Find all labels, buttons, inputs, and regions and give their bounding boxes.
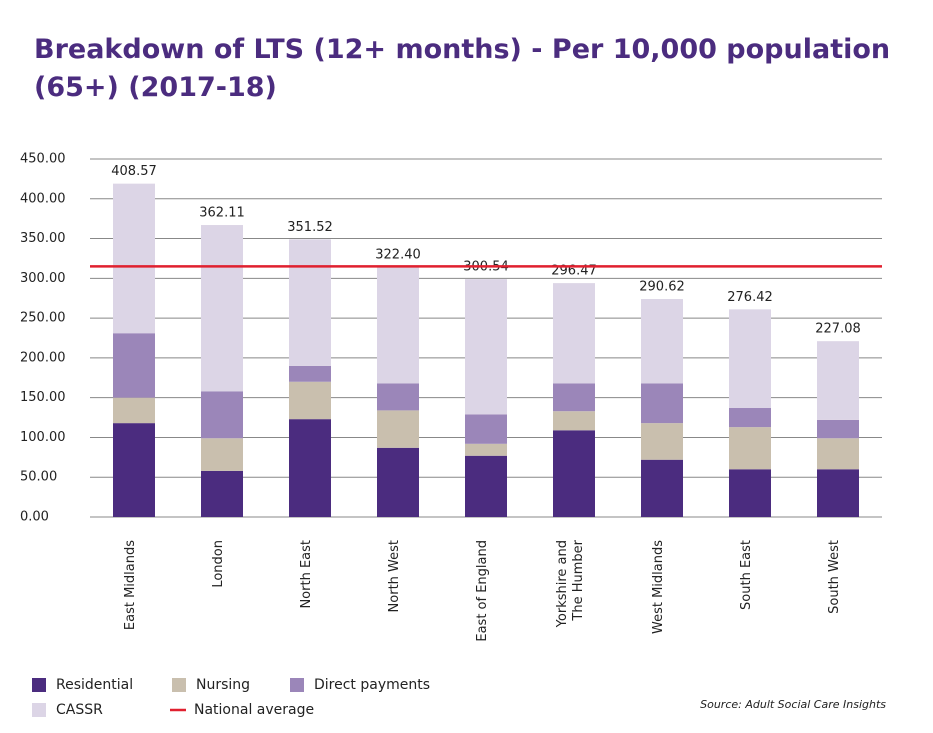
y-tick-label: 50.00 [20, 470, 57, 485]
bar-segment [377, 267, 419, 384]
bar-segment [641, 299, 683, 384]
y-tick-label: 100.00 [20, 430, 66, 445]
bar-segment [377, 447, 419, 517]
legend-swatch [290, 678, 304, 692]
bar-segment [465, 443, 507, 456]
bar-segment [113, 183, 155, 334]
bar-segment [113, 333, 155, 398]
bar-segment [113, 397, 155, 424]
chart-title: Breakdown of LTS (12+ months) - Per 10,0… [34, 34, 890, 103]
bar-segment [201, 470, 243, 517]
x-tick-label: London [211, 540, 226, 588]
bar-segment [729, 469, 771, 517]
bar-segment [553, 383, 595, 412]
x-tick-label: North East [299, 540, 314, 609]
bar-segment [465, 279, 507, 415]
x-tick-label: South East [739, 540, 754, 610]
legend-label: Nursing [196, 677, 250, 693]
x-tick-label: West Midlands [651, 540, 666, 634]
y-tick-label: 350.00 [20, 231, 66, 246]
total-label: 322.40 [375, 248, 421, 263]
bar-segment [729, 408, 771, 428]
x-tick-label: East Midlands [123, 540, 138, 630]
bar-segment [377, 383, 419, 411]
bar-segment [289, 365, 331, 382]
bar-segment [465, 455, 507, 517]
total-label: 276.42 [727, 290, 773, 305]
x-tick-label: South West [827, 540, 842, 614]
bar-segment [641, 383, 683, 424]
bar-segment [553, 283, 595, 384]
y-tick-label: 250.00 [20, 311, 66, 326]
bar-segment [113, 423, 155, 517]
bar-segment [729, 309, 771, 409]
bar-segment [817, 419, 859, 439]
bar-segment [553, 411, 595, 431]
legend-label: National average [194, 702, 314, 718]
total-label: 227.08 [815, 322, 861, 337]
total-label: 290.62 [639, 280, 685, 295]
bar-segment [465, 414, 507, 444]
bar-segment [377, 410, 419, 448]
bar-segment [729, 427, 771, 470]
legend-label: Direct payments [314, 677, 430, 693]
x-tick-label: Yorkshire andThe Humber [555, 539, 586, 628]
legend-swatch [172, 678, 186, 692]
total-label: 351.52 [287, 220, 333, 235]
y-tick-label: 400.00 [20, 191, 66, 206]
source: Source: Adult Social Care Insights [700, 698, 886, 711]
bar-segment [817, 438, 859, 470]
y-tick-label: 300.00 [20, 271, 66, 286]
bar-segment [817, 469, 859, 517]
x-tick-label: East of England [475, 540, 490, 642]
legend-label: Residential [56, 677, 133, 693]
y-tick-label: 0.00 [20, 510, 49, 525]
total-label: 408.57 [111, 164, 157, 179]
bar-segment [201, 438, 243, 471]
y-tick-label: 450.00 [20, 152, 66, 167]
bar-segment [201, 391, 243, 439]
legend-swatch [32, 678, 46, 692]
legend-swatch [32, 703, 46, 717]
bar-segment [289, 381, 331, 420]
y-tick-label: 200.00 [20, 350, 66, 365]
bar-segment [553, 430, 595, 517]
bar-segment [641, 459, 683, 517]
y-tick-label: 150.00 [20, 390, 66, 405]
legend-label: CASSR [56, 702, 103, 718]
bar-segment [289, 419, 331, 517]
bar-segment [289, 239, 331, 366]
bar-segment [201, 225, 243, 392]
bar-segment [817, 341, 859, 420]
total-label: 362.11 [199, 206, 245, 221]
bar-segment [641, 423, 683, 460]
x-tick-label: North West [387, 540, 402, 612]
